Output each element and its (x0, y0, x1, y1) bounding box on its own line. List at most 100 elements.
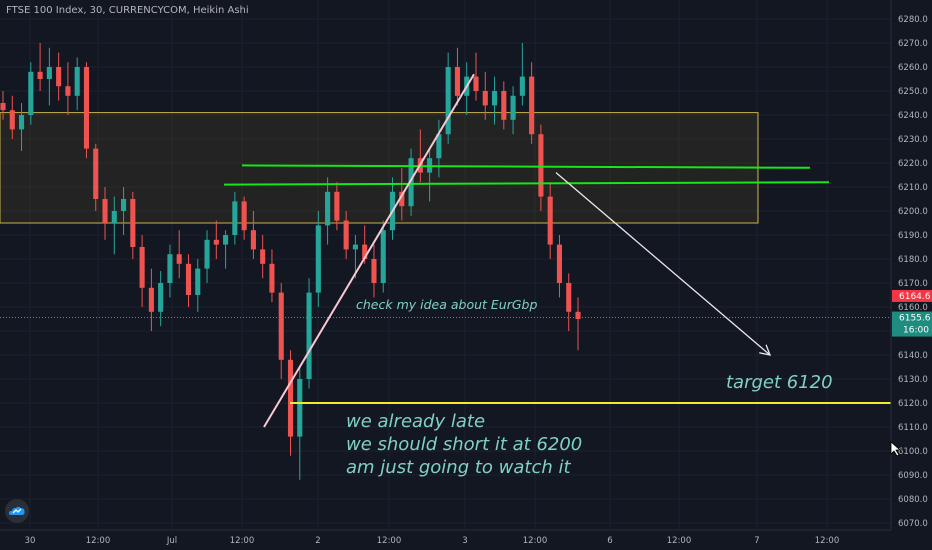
price-tick-label: 6240.0 (898, 111, 928, 121)
price-tick-label: 6110.0 (898, 423, 928, 433)
cursor-arrow-icon (890, 441, 902, 457)
candle-body (130, 199, 136, 247)
comment-line: am just going to watch it (346, 457, 571, 478)
candle-body (575, 311, 581, 319)
price-tick-label: 6280.0 (898, 15, 928, 25)
arrow-head (759, 344, 772, 356)
target-annotation[interactable]: target 6120 (726, 372, 833, 393)
candle-body (408, 158, 414, 207)
candle-body (167, 254, 173, 283)
candle-body (195, 268, 201, 295)
candle-body (260, 249, 266, 264)
price-tick-label: 6070.0 (898, 519, 928, 529)
candle-body (65, 86, 71, 96)
candle-body (436, 134, 442, 159)
cloud-logo-icon (9, 506, 25, 515)
last-price-badge-background (892, 311, 932, 337)
time-tick-label: 2 (315, 536, 320, 546)
price-tick-label: 6290.0 (898, 0, 928, 1)
candle-body (111, 211, 117, 223)
candle-body (566, 283, 572, 312)
candle-body (232, 201, 238, 235)
time-axis[interactable]: 30 12:00 Jul 12:00 2 12:00 3 12:00 6 12:00 7 12:00 (0, 529, 932, 550)
candle-body (380, 230, 386, 283)
comment-annotation[interactable]: we already late we should short it at 62… (346, 410, 582, 479)
time-tick-labels: 30 12:00 Jul 12:00 2 12:00 3 12:00 6 12:00 7 12:00 (25, 536, 840, 546)
candle-body (501, 91, 507, 120)
candle-body (18, 115, 25, 130)
time-tick-label: 6 (607, 536, 612, 546)
candle-body (158, 283, 164, 312)
candle-body (83, 67, 90, 149)
time-tick-label: 12:00 (377, 536, 402, 546)
green-trend-line-lower[interactable] (223, 181, 830, 186)
candle-body (148, 287, 154, 312)
price-tick-label: 6250.0 (898, 87, 928, 97)
candle-body (121, 199, 127, 211)
last-price-badge-value: 6155.6 (899, 314, 931, 324)
candle-body (223, 235, 229, 245)
candle-body (297, 379, 303, 437)
time-tick-label: 7 (754, 536, 759, 546)
tradingview-logo-button[interactable] (5, 499, 29, 523)
last-price-badge: 6155.6 16:00 (892, 311, 932, 337)
time-tick-label: 30 (25, 536, 36, 546)
candle-body (0, 103, 6, 111)
time-tick-label: 12:00 (86, 536, 111, 546)
candle-body (241, 201, 247, 231)
candle-body (250, 230, 256, 250)
candle-body (529, 76, 535, 135)
uptrend-line[interactable] (263, 73, 475, 428)
candle-body (306, 292, 312, 379)
candle-body (204, 239, 210, 269)
time-tick-label: 12:00 (667, 536, 692, 546)
green-trend-line-upper[interactable] (241, 164, 811, 169)
candle-body (56, 67, 62, 87)
candle-body (139, 247, 145, 288)
price-tick-label: 6230.0 (898, 135, 928, 145)
chart-header-title: FTSE 100 Index, 30, CURRENCYCOM, Heikin … (6, 5, 249, 16)
candle-body (445, 67, 451, 135)
candle-body (399, 191, 405, 207)
candle-body (343, 220, 349, 250)
candle-body (269, 263, 275, 293)
candle-body (510, 95, 516, 120)
candle-body (46, 67, 52, 79)
candle-body (454, 67, 460, 96)
price-tick-label: 6100.0 (898, 447, 928, 457)
price-axis[interactable]: 6070.0 6080.0 6090.0 6100.0 6110.0 6120.0 6130… (890, 0, 932, 530)
candle-body (93, 148, 99, 199)
bid-price-badge: 6164.6 (892, 289, 932, 302)
bid-price-badge-background (892, 289, 932, 302)
candle-body (28, 71, 34, 115)
price-axis-background (891, 0, 932, 530)
candle-body (9, 110, 15, 130)
candle-body (371, 259, 377, 283)
candle-body (213, 239, 219, 245)
candle-body (491, 91, 498, 106)
down-arrow[interactable] (555, 172, 772, 356)
candle-body (325, 191, 331, 226)
idea-annotation[interactable]: check my idea about EurGbp (356, 297, 538, 312)
candle-body (538, 134, 544, 197)
price-tick-label: 6130.0 (898, 375, 928, 385)
time-axis-background (0, 530, 932, 550)
time-tick-label: Jul (166, 536, 177, 546)
candle-body (473, 76, 479, 91)
price-tick-label: 6260.0 (898, 63, 928, 73)
price-tick-label: 6090.0 (898, 471, 928, 481)
arrow-shaft (555, 172, 771, 356)
time-tick-label: 12:00 (230, 536, 255, 546)
candle-body (556, 244, 563, 283)
time-tick-label: 12:00 (815, 536, 840, 546)
candle-body (102, 199, 108, 223)
price-tick-label: 6220.0 (898, 159, 928, 169)
comment-line: we already late (346, 411, 486, 432)
price-tick-label: 6180.0 (898, 255, 928, 265)
price-tick-label: 6190.0 (898, 231, 928, 241)
candle-body (74, 67, 80, 96)
last-price-badge-countdown: 16:00 (903, 326, 929, 336)
candle-body (37, 71, 43, 79)
candle-body (362, 244, 368, 259)
